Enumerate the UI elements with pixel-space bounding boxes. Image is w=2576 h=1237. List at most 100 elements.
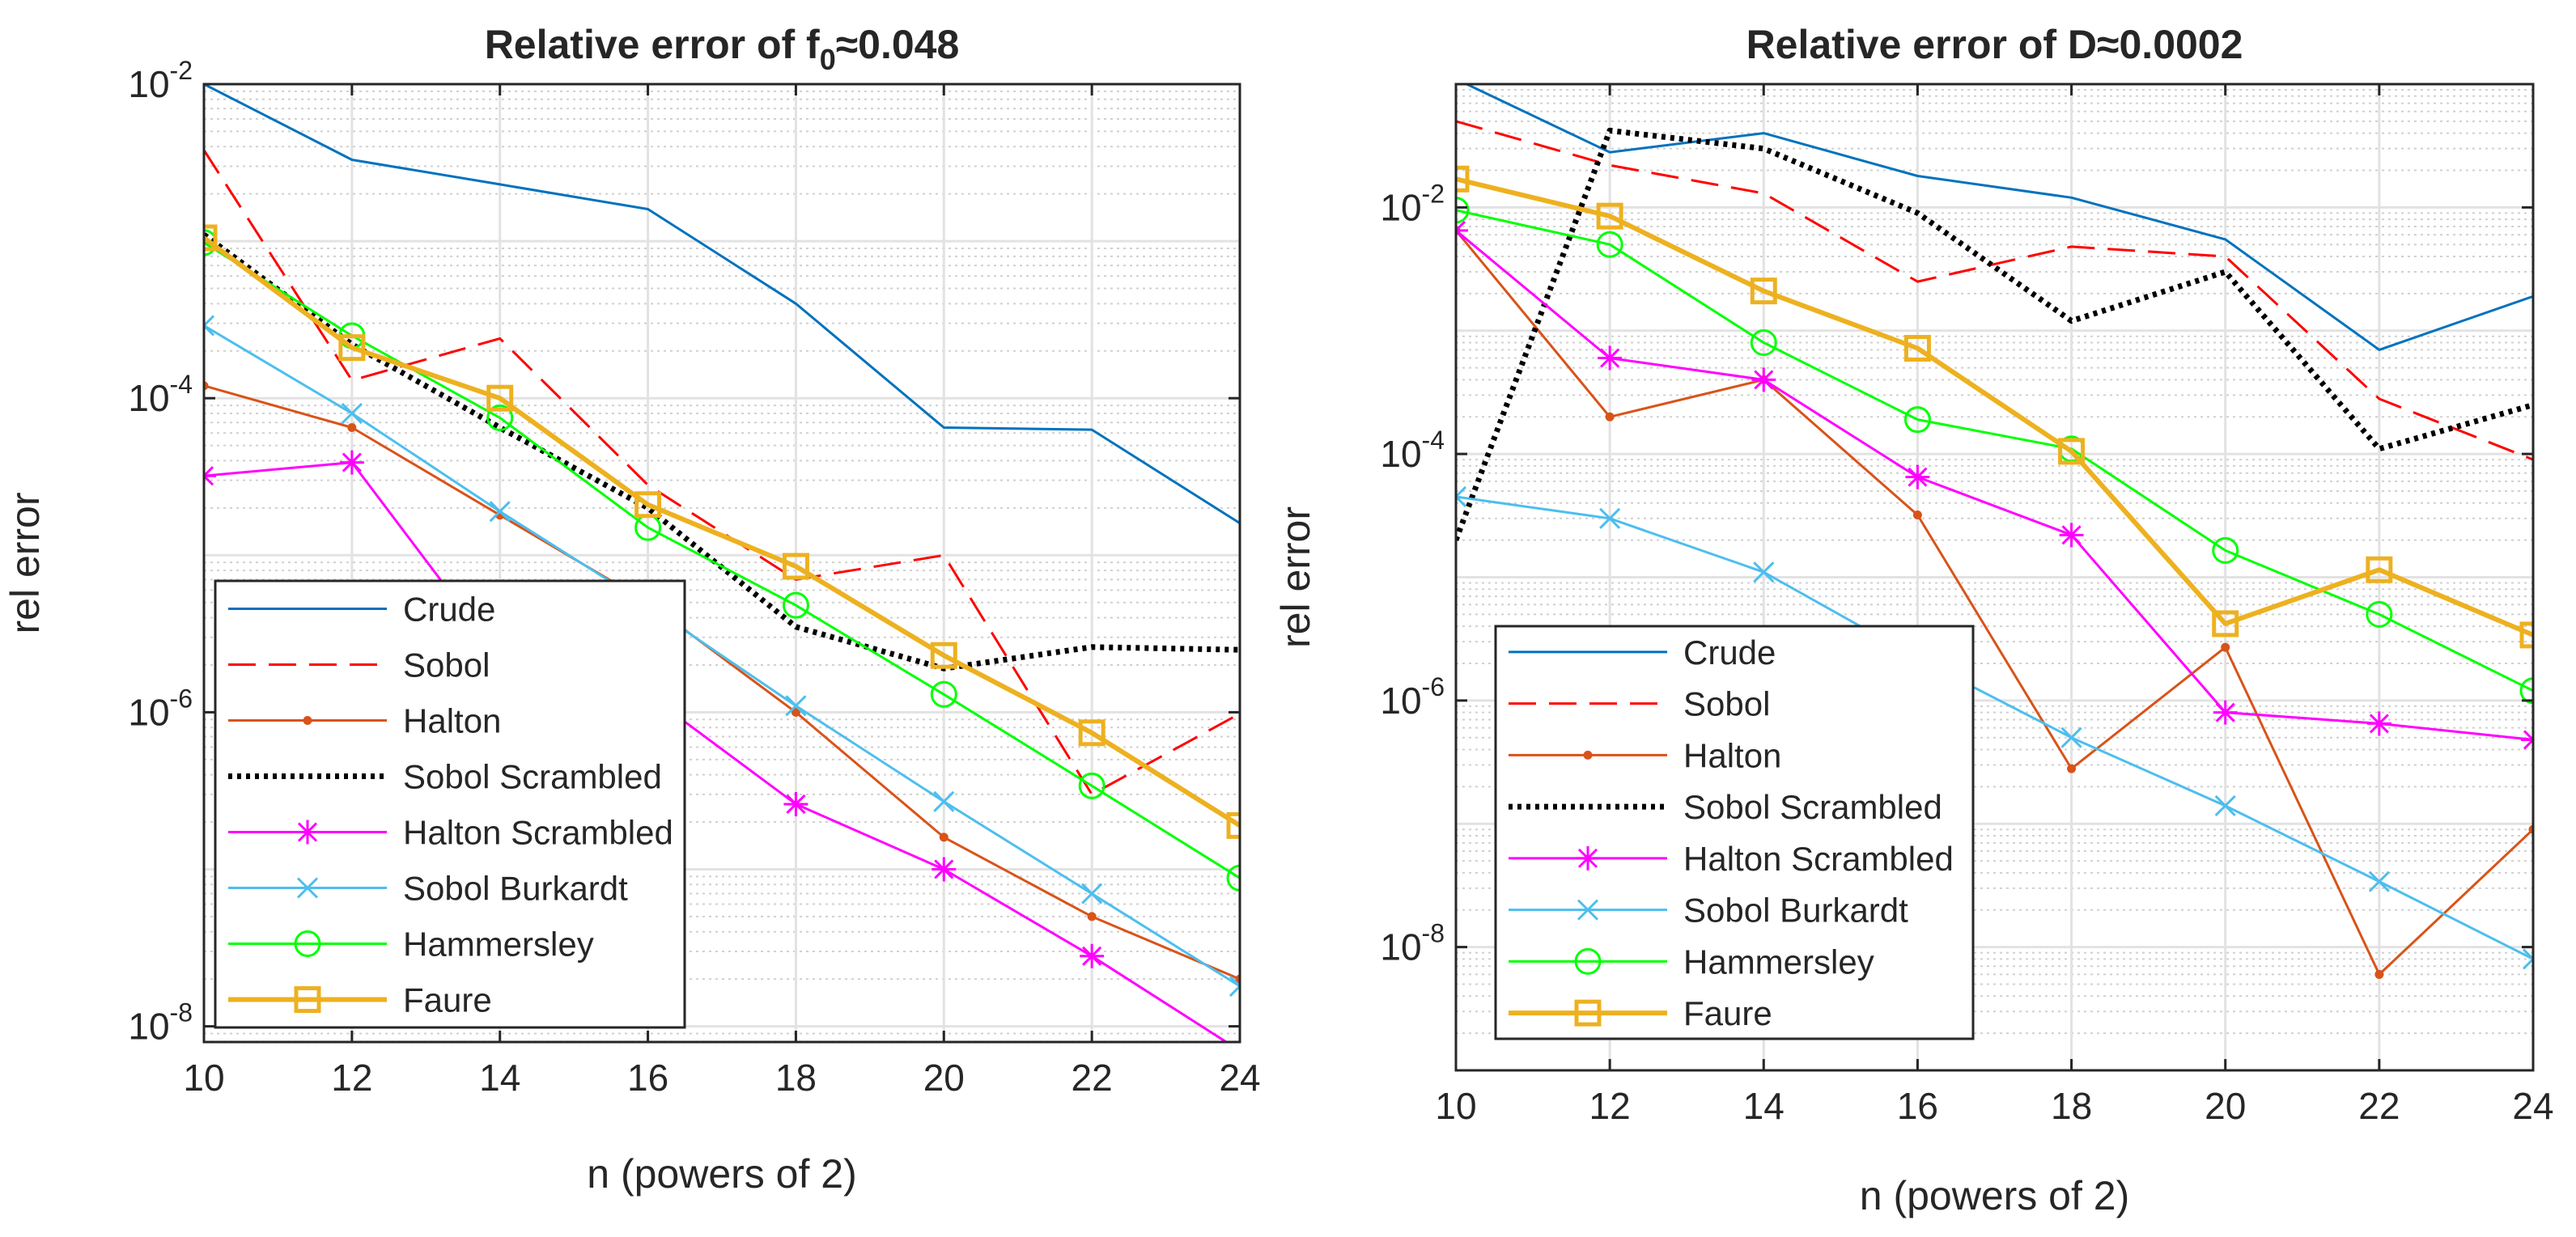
data-point-faure <box>930 642 957 669</box>
series-layer <box>1456 84 2533 979</box>
y-tick-label: 10-2 <box>1380 179 1445 228</box>
series-crude <box>204 84 1240 524</box>
data-point-sobol-burkardt <box>1229 975 1240 998</box>
legend-marker-sobol-burkardt <box>1577 899 1599 921</box>
chart-title: Relative error of f0≈0.048 <box>485 22 960 76</box>
series-line-hammersley <box>1456 209 2533 693</box>
y-tick-label: 10-8 <box>128 998 193 1048</box>
series-line-sobol-burkardt <box>1456 495 2533 960</box>
legend-box <box>214 579 686 1029</box>
data-point-hammersley <box>2366 600 2393 628</box>
x-tick-label: 18 <box>2051 1085 2092 1127</box>
series-line-crude <box>204 84 1240 524</box>
y-tick-label: 10-2 <box>128 56 193 105</box>
legend-entry-faure: Faure <box>228 981 492 1019</box>
y-axis-label: rel error <box>2 492 48 633</box>
data-point-halton <box>1605 412 1615 422</box>
legend-entry-faure: Faure <box>1509 994 1772 1032</box>
data-point-sobol-burkardt <box>1081 883 1103 904</box>
data-point-sobol-burkardt <box>2522 948 2533 970</box>
legend-entry-sobol-scrambled: Sobol Scrambled <box>228 758 662 796</box>
y-axis-label: rel error <box>1273 506 1318 648</box>
data-point-hammersley <box>486 404 514 431</box>
x-tick-label: 12 <box>1589 1085 1631 1127</box>
x-tick-label: 24 <box>1219 1057 1260 1099</box>
data-point-halton-scrambled <box>339 450 364 475</box>
legend: Crude Sobol Halton Sobol Scrambled Halton Sc… <box>214 579 686 1029</box>
legend-marker-halton <box>1583 750 1593 760</box>
series-crude <box>1463 84 2533 351</box>
data-point-faure <box>338 334 366 362</box>
x-axis-label: n (powers of 2) <box>1860 1173 2129 1218</box>
series-line-halton-scrambled <box>1456 229 2533 741</box>
legend-entry-halton-scrambled: Halton Scrambled <box>228 814 673 852</box>
data-point-faure <box>782 553 809 580</box>
legend-label-sobol-scrambled: Sobol Scrambled <box>403 758 662 796</box>
data-point-hammersley <box>1596 231 1623 258</box>
data-point-sobol-burkardt <box>489 501 511 523</box>
series-layer <box>204 84 1240 1042</box>
data-point-halton <box>791 707 800 717</box>
legend-label-faure: Faure <box>403 981 492 1019</box>
legend-label-halton: Halton <box>1683 736 1781 774</box>
series-line-halton <box>1456 229 2533 976</box>
data-point-faure <box>1456 165 1470 193</box>
legend-entry-sobol-scrambled: Sobol Scrambled <box>1509 788 1942 826</box>
series-sobol <box>1456 120 2533 461</box>
data-point-sobol-burkardt <box>341 402 363 425</box>
data-point-sobol-burkardt <box>2368 871 2390 892</box>
legend-label-halton-scrambled: Halton Scrambled <box>1683 840 1954 878</box>
legend-entry-hammersley: Hammersley <box>1509 943 1874 981</box>
data-point-halton <box>2221 642 2230 652</box>
x-tick-label: 16 <box>627 1057 668 1099</box>
data-point-halton <box>2374 969 2384 979</box>
legend-label-crude: Crude <box>403 591 495 629</box>
axes-box <box>1454 83 2535 1072</box>
legend-label-sobol: Sobol <box>403 646 490 684</box>
data-point-faure <box>1596 202 1623 230</box>
ticks: 10 12 14 16 18 20 22 24 10-8 10-6 10-4 10-2 <box>1380 84 2554 1127</box>
legend-entry-crude: Crude <box>228 591 495 629</box>
legend-entry-halton-scrambled: Halton Scrambled <box>1509 840 1954 878</box>
grid <box>204 84 1240 1042</box>
data-point-faure <box>2366 556 2393 583</box>
x-tick-label: 14 <box>479 1057 520 1099</box>
legend-label-crude: Crude <box>1683 633 1776 671</box>
data-point-halton <box>347 423 357 433</box>
data-point-faure <box>1078 719 1106 747</box>
grid <box>1456 84 2533 1070</box>
ticks: 10 12 14 16 18 20 22 24 10-8 10-6 10-4 10-2 <box>128 56 1260 1099</box>
y-tick-label: 10-4 <box>1380 426 1445 475</box>
data-point-halton-scrambled <box>2366 711 2391 736</box>
data-point-hammersley <box>1750 329 1777 357</box>
data-point-sobol-burkardt <box>1599 507 1621 529</box>
legend-label-sobol: Sobol <box>1683 685 1770 723</box>
legend-entry-sobol: Sobol <box>1509 685 1770 723</box>
series-sobol-scrambled <box>1456 127 2533 541</box>
legend-entry-sobol-burkardt: Sobol Burkardt <box>1509 892 1908 930</box>
x-tick-label: 20 <box>2205 1085 2246 1127</box>
legend-label-sobol-burkardt: Sobol Burkardt <box>1683 892 1908 930</box>
legend-label-faure: Faure <box>1683 994 1772 1032</box>
series-line-halton-scrambled <box>204 461 1229 1042</box>
y-tick-label: 10-6 <box>1380 672 1445 722</box>
series-line-faure <box>204 235 1240 828</box>
x-tick-label: 16 <box>1897 1085 1938 1127</box>
legend-label-sobol-burkardt: Sobol Burkardt <box>403 870 628 908</box>
legend-label-hammersley: Hammersley <box>1683 943 1874 981</box>
data-point-sobol-burkardt <box>933 790 955 812</box>
data-point-hammersley <box>782 591 809 619</box>
data-point-sobol-burkardt <box>2060 727 2082 748</box>
series-line-hammersley <box>204 241 1240 879</box>
legend-entry-crude: Crude <box>1509 633 1776 671</box>
series-line-crude <box>1463 84 2533 351</box>
x-tick-label: 18 <box>775 1057 817 1099</box>
legend-box <box>1494 625 1975 1040</box>
data-point-sobol-burkardt <box>1753 561 1775 583</box>
series-line-halton <box>204 384 1240 981</box>
x-tick-label: 20 <box>923 1057 965 1099</box>
x-tick-label: 12 <box>331 1057 372 1099</box>
legend-label-halton-scrambled: Halton Scrambled <box>403 814 673 852</box>
x-tick-label: 24 <box>2512 1085 2553 1127</box>
